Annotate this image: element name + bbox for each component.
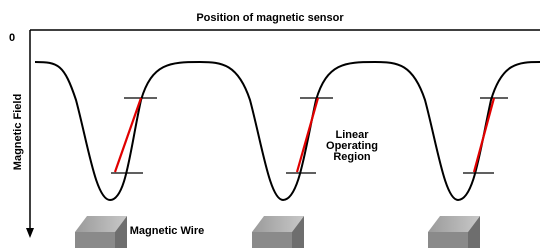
y-axis-label: Magnetic Field [12,94,24,170]
linear-region [115,98,494,172]
annotation-line: Region [333,151,371,163]
diagram: Position of magnetic sensor 0 Magnetic F… [0,0,546,248]
page: Position of magnetic sensor 0 Magnetic F… [0,0,546,248]
wire-label: Magnetic Wire [130,225,204,237]
origin-label: 0 [9,32,15,44]
field-curve [35,62,540,200]
axis-arrow [26,228,34,238]
title: Position of magnetic sensor [196,12,344,24]
